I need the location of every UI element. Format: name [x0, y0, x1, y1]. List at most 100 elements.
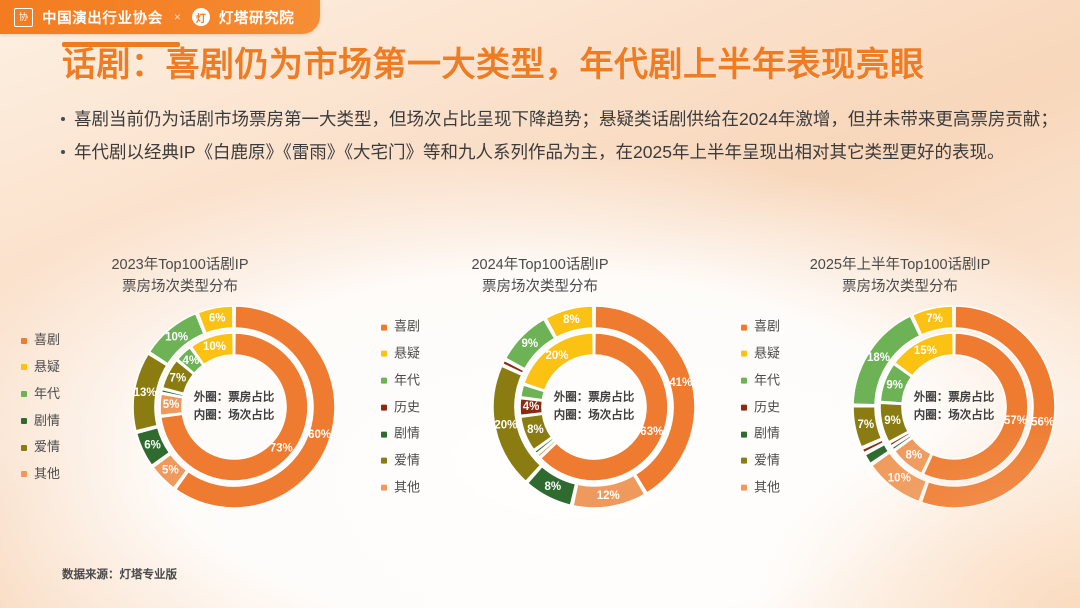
donut-slice[interactable]	[911, 305, 954, 337]
partner-name: 灯塔研究院	[218, 10, 295, 27]
donut-slice[interactable]	[132, 353, 168, 433]
donut-slice[interactable]	[174, 305, 336, 510]
donut-slice[interactable]	[151, 453, 188, 490]
legend-label: 喜剧	[394, 319, 421, 335]
donut-slice[interactable]	[159, 393, 184, 417]
legend-item[interactable]: 喜剧	[381, 315, 420, 340]
partner-logo-icon: 灯	[191, 8, 210, 26]
brand-bar: 协 中国演出行业协会 × 灯 灯塔研究院	[0, 0, 321, 34]
association-logo-icon: 协	[14, 7, 33, 27]
donut-slice[interactable]	[176, 346, 205, 375]
legend-item[interactable]: 其他	[381, 475, 420, 500]
legend-label: 悬疑	[34, 359, 61, 375]
donut-chart: 60% 5% 6% 13% 10% 6% 73% 5% 7% 4% 10% 外圈：票房占比 内圈：场…	[131, 304, 337, 510]
slice-value-label: 13%	[134, 387, 157, 399]
donut-svg: 60%5%6%13%10%6%73%5%7%4%10%	[132, 305, 336, 510]
legend-item[interactable]: 历史	[381, 395, 420, 420]
legend-label: 剧情	[754, 425, 781, 441]
legend-item[interactable]: 剧情	[741, 422, 780, 447]
legend-swatch-icon	[381, 377, 387, 384]
slice-value-label: 56%	[1031, 417, 1054, 429]
center-note-inner: 内圈：场次占比	[193, 409, 275, 422]
donut-slice[interactable]	[519, 398, 544, 417]
slice-value-label: 12%	[597, 490, 620, 502]
donut-slice[interactable]	[501, 359, 525, 375]
legend-swatch-icon	[381, 484, 387, 491]
legend-item[interactable]: 爱情	[381, 448, 420, 473]
donut-slice[interactable]	[159, 332, 309, 483]
donut-slice[interactable]	[594, 305, 696, 495]
donut-slice[interactable]	[536, 439, 557, 459]
donut-slice[interactable]	[196, 305, 234, 335]
legend-swatch-icon	[741, 324, 747, 331]
legend-item[interactable]: 年代	[381, 368, 420, 393]
legend-label: 年代	[34, 385, 61, 401]
donut-slice[interactable]	[519, 384, 546, 402]
legend-item[interactable]: 爱情	[741, 448, 780, 473]
legend-item[interactable]: 其他	[741, 475, 780, 500]
slice-value-label: 6%	[144, 440, 161, 452]
page-title: 话剧：喜剧仍为市场第一大类型，年代剧上半年表现亮眼	[62, 46, 925, 84]
legend-label: 剧情	[394, 425, 421, 441]
summary-bullets: 喜剧当前仍为话剧市场票房第一大类型，但场次占比呈现下降趋势；悬疑类话剧供给在20…	[60, 104, 1060, 170]
slice-value-label: 7%	[926, 314, 943, 326]
donut-slice[interactable]	[544, 305, 594, 340]
center-note: 外圈：票房占比 内圈：场次占比	[194, 390, 275, 425]
donut-chart: 56% 10% 7% 18% 7% 57% 8% 9% 9% 15% 外圈：票房占比 内圈：场次占…	[851, 304, 1057, 510]
bullet-item: 年代剧以经典IP《白鹿原》《雷雨》《大宅门》等和九人系列作品为主，在2025年上…	[60, 137, 1060, 168]
center-note-outer: 外圈：票房占比	[553, 391, 635, 404]
center-note-inner: 内圈：场次占比	[913, 409, 995, 422]
legend-item[interactable]: 剧情	[381, 422, 420, 447]
chart-title-line2: 票房场次类型分布	[842, 279, 958, 296]
legend-swatch-icon	[21, 364, 27, 371]
donut-slice[interactable]	[522, 332, 595, 392]
legend-label: 爱情	[754, 452, 781, 468]
legend-item[interactable]: 悬疑	[381, 342, 420, 367]
donut-slice[interactable]	[533, 437, 555, 456]
legend-item[interactable]: 年代	[21, 382, 60, 407]
legend-item[interactable]: 剧情	[21, 408, 60, 433]
chart-title-line1: 2024年Top100话剧IP	[471, 257, 609, 273]
donut-slice[interactable]	[160, 388, 185, 399]
legend-item[interactable]: 其他	[21, 462, 60, 487]
slice-value-label: 20%	[545, 351, 568, 363]
legend-label: 喜剧	[754, 319, 781, 335]
legend-swatch-icon	[381, 351, 387, 358]
donut-slice[interactable]	[148, 312, 206, 366]
center-note: 外圈：票房占比 内圈：场次占比	[554, 390, 635, 425]
legend-item[interactable]: 爱情	[21, 435, 60, 460]
donut-slice[interactable]	[161, 359, 195, 395]
slice-value-label: 4%	[523, 401, 540, 413]
legend-item[interactable]: 喜剧	[21, 328, 60, 353]
legend-swatch-icon	[381, 324, 387, 331]
donut-slice[interactable]	[852, 315, 921, 407]
legend-item[interactable]: 年代	[741, 368, 780, 393]
donut-slice[interactable]	[893, 332, 955, 378]
donut-slice[interactable]	[190, 332, 235, 367]
slice-value-label: 5%	[163, 399, 180, 411]
legend-item[interactable]: 悬疑	[21, 355, 60, 380]
chart-2024: 2024年Top100话剧IP 票房场次类型分布 喜剧 悬疑 年代 历史 剧情 爱情 其他 …	[360, 252, 720, 532]
chart-legend: 喜剧悬疑 年代 历史剧情爱情其他	[741, 315, 780, 500]
legend-swatch-icon	[741, 377, 747, 384]
association-name: 中国演出行业协会	[42, 10, 163, 27]
donut-slice[interactable]	[135, 427, 171, 467]
legend-label: 悬疑	[394, 345, 421, 361]
donut-slice[interactable]	[519, 413, 553, 452]
legend-item[interactable]: 喜剧	[741, 315, 780, 340]
slice-value-label: 15%	[914, 345, 937, 357]
donut-slice[interactable]	[879, 363, 913, 405]
donut-slice[interactable]	[492, 365, 542, 484]
center-note: 外圈：票房占比 内圈：场次占比	[914, 390, 995, 425]
donut-slice[interactable]	[539, 332, 669, 483]
legend-item[interactable]: 历史	[741, 395, 780, 420]
legend-item[interactable]: 悬疑	[741, 342, 780, 367]
donut-slice[interactable]	[572, 474, 646, 510]
donut-slice[interactable]	[504, 318, 556, 371]
donut-slice[interactable]	[526, 465, 577, 507]
center-note-inner: 内圈：场次占比	[553, 409, 635, 422]
legend-label: 爱情	[34, 439, 61, 455]
slice-value-label: 9%	[884, 415, 901, 427]
center-note-outer: 外圈：票房占比	[193, 391, 275, 404]
